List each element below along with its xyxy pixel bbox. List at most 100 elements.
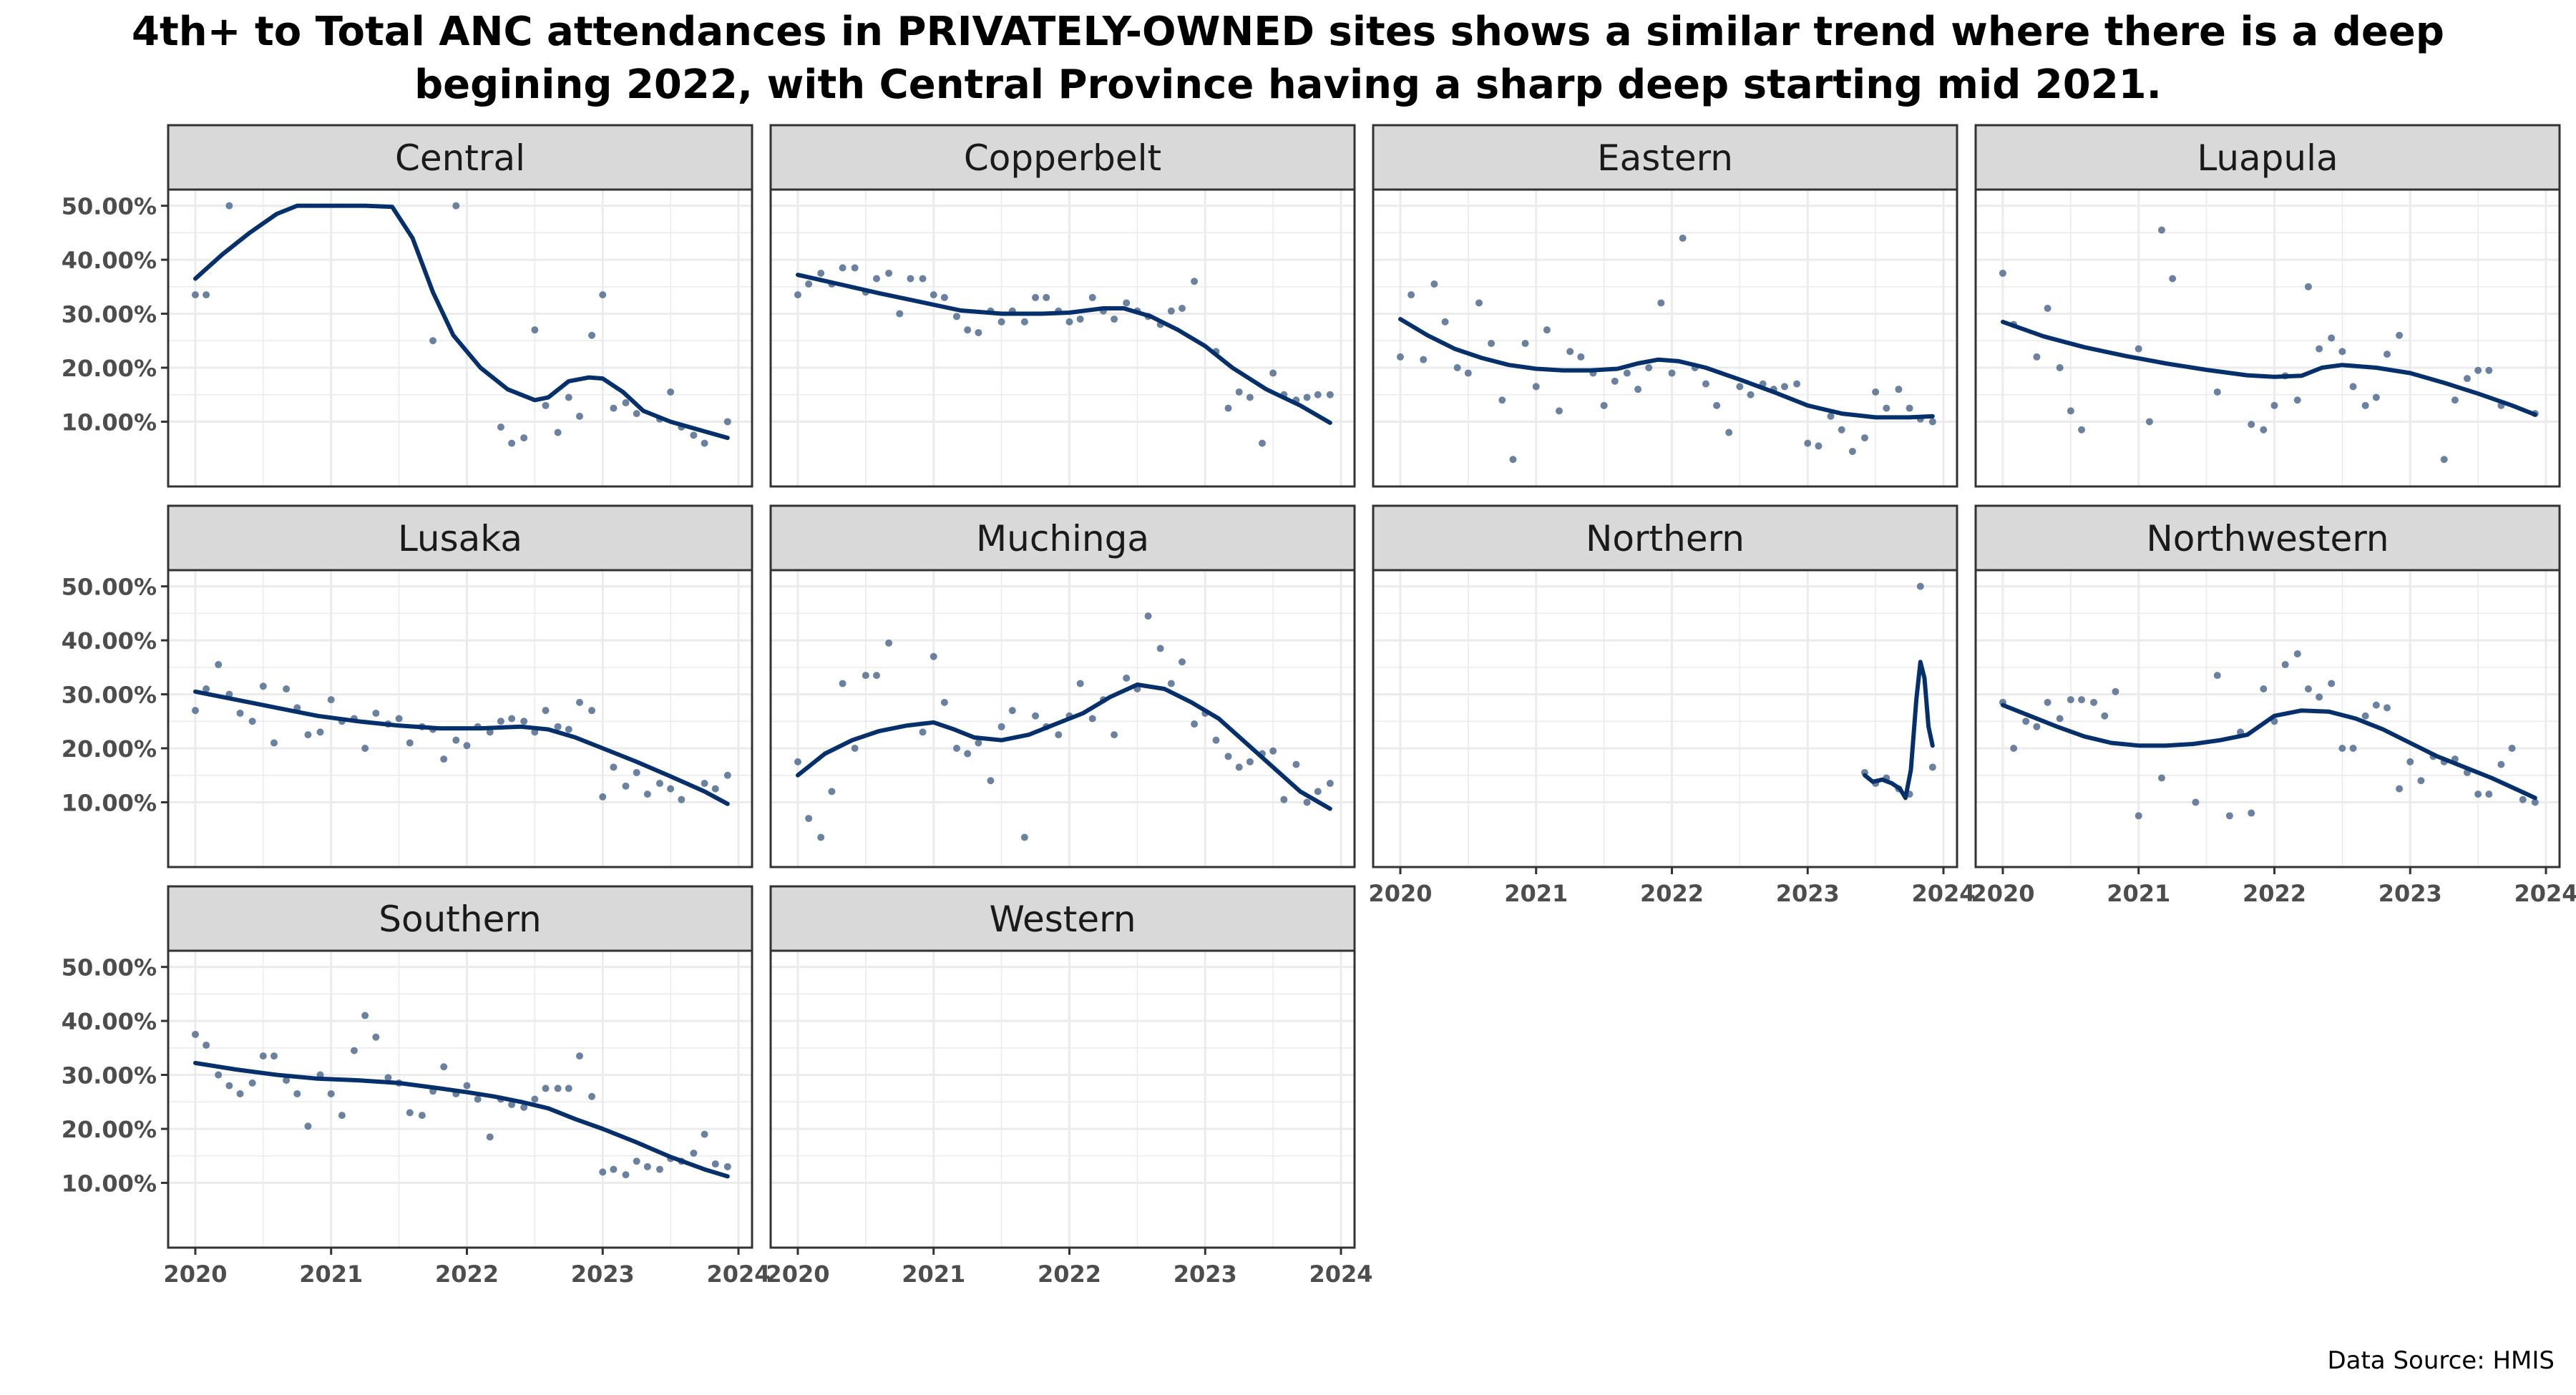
data-point xyxy=(2067,696,2074,704)
chart-title: 4th+ to Total ANC attendances in PRIVATE… xyxy=(0,6,2576,112)
data-point xyxy=(690,1149,698,1157)
data-point xyxy=(418,1112,426,1120)
data-point xyxy=(678,796,686,803)
data-point xyxy=(643,1162,651,1170)
data-point xyxy=(191,291,199,299)
data-point xyxy=(2531,798,2539,806)
data-point xyxy=(2497,760,2505,768)
data-point xyxy=(2485,790,2493,798)
data-point xyxy=(975,328,982,336)
y-tick-label: 10.00% xyxy=(62,789,157,816)
data-point xyxy=(1679,234,1687,242)
x-tick-label: 2023 xyxy=(571,1261,635,1288)
data-point xyxy=(2304,283,2312,290)
data-point xyxy=(667,785,675,793)
data-point xyxy=(711,785,719,793)
data-point xyxy=(1668,369,1676,377)
data-point xyxy=(633,768,640,776)
data-point xyxy=(2328,680,2336,687)
data-point xyxy=(452,202,460,210)
plot-area-northern xyxy=(1373,570,1957,867)
x-tick-label: 2022 xyxy=(1038,1261,1101,1288)
trend-line-central xyxy=(193,203,730,441)
data-point xyxy=(622,782,630,790)
trend-line-northwestern xyxy=(2001,703,2537,801)
data-point xyxy=(1815,442,1823,450)
panel-border xyxy=(769,949,1356,1249)
data-point xyxy=(508,439,516,447)
trend-line-muchinga xyxy=(796,682,1332,811)
data-point xyxy=(361,1012,369,1019)
data-point xyxy=(1032,293,1040,301)
x-tick-label: 2022 xyxy=(2243,880,2306,907)
data-point xyxy=(599,793,607,801)
data-point xyxy=(406,739,414,747)
data-point xyxy=(873,275,881,283)
x-tick-label: 2024 xyxy=(1309,1261,1372,1288)
data-point xyxy=(2090,698,2098,706)
data-point xyxy=(1178,305,1186,312)
data-point xyxy=(2349,745,2357,752)
data-point xyxy=(817,833,825,841)
x-tick-label: 2022 xyxy=(435,1261,499,1288)
data-point xyxy=(2474,366,2482,374)
data-point xyxy=(2145,418,2153,426)
panel-border xyxy=(1974,569,2561,868)
facet-strip-luapula xyxy=(1974,124,2561,191)
data-point xyxy=(885,639,893,647)
data-point xyxy=(327,1090,335,1097)
data-point xyxy=(794,291,801,299)
trend-line-lusaka xyxy=(193,689,730,806)
data-point xyxy=(2361,712,2369,720)
data-point xyxy=(1848,447,1856,455)
data-point xyxy=(1634,386,1642,393)
data-point xyxy=(2044,698,2051,706)
data-point xyxy=(862,672,869,680)
x-tick-label: 2024 xyxy=(1911,880,1975,907)
facet-panel-eastern: Eastern xyxy=(1372,124,1958,488)
data-point xyxy=(1702,380,1709,388)
facet-strip-label-northwestern: Northwestern xyxy=(2146,518,2389,559)
data-point xyxy=(1804,439,1812,447)
data-point xyxy=(1780,383,1788,391)
data-point xyxy=(283,685,291,692)
data-point xyxy=(940,293,948,301)
plot-area-western xyxy=(771,951,1355,1248)
data-point xyxy=(2213,388,2221,396)
data-point xyxy=(723,418,731,426)
data-point xyxy=(2078,426,2086,434)
data-point xyxy=(542,401,550,409)
data-point xyxy=(575,698,583,706)
data-point xyxy=(2304,685,2312,692)
data-point xyxy=(1577,353,1585,361)
data-point xyxy=(987,777,995,785)
data-point xyxy=(588,1092,596,1100)
data-point xyxy=(2056,715,2064,723)
data-point xyxy=(873,672,881,680)
facet-strip-eastern xyxy=(1372,124,1958,191)
data-point xyxy=(1521,340,1529,348)
data-point xyxy=(554,429,562,436)
data-point xyxy=(2338,745,2346,752)
data-point xyxy=(2293,396,2301,404)
data-point xyxy=(486,1133,494,1141)
trend-line-southern xyxy=(193,1060,730,1179)
data-point xyxy=(1860,434,1868,442)
data-point xyxy=(554,723,562,730)
data-point xyxy=(919,275,927,283)
data-point xyxy=(203,1042,210,1049)
x-tick-label: 2020 xyxy=(1971,880,2034,907)
data-point xyxy=(1055,731,1063,739)
data-point xyxy=(2010,745,2018,752)
data-point xyxy=(283,1077,291,1085)
data-point xyxy=(1928,418,1936,426)
trend-line-northern xyxy=(1863,660,1935,801)
y-tick-label: 50.00% xyxy=(62,193,157,220)
data-point xyxy=(1314,788,1322,796)
data-point xyxy=(2135,345,2142,353)
data-point xyxy=(723,1162,731,1170)
data-point xyxy=(1600,401,1608,409)
data-point xyxy=(2338,348,2346,356)
y-tick-label: 30.00% xyxy=(62,1062,157,1090)
data-point xyxy=(1167,307,1175,315)
